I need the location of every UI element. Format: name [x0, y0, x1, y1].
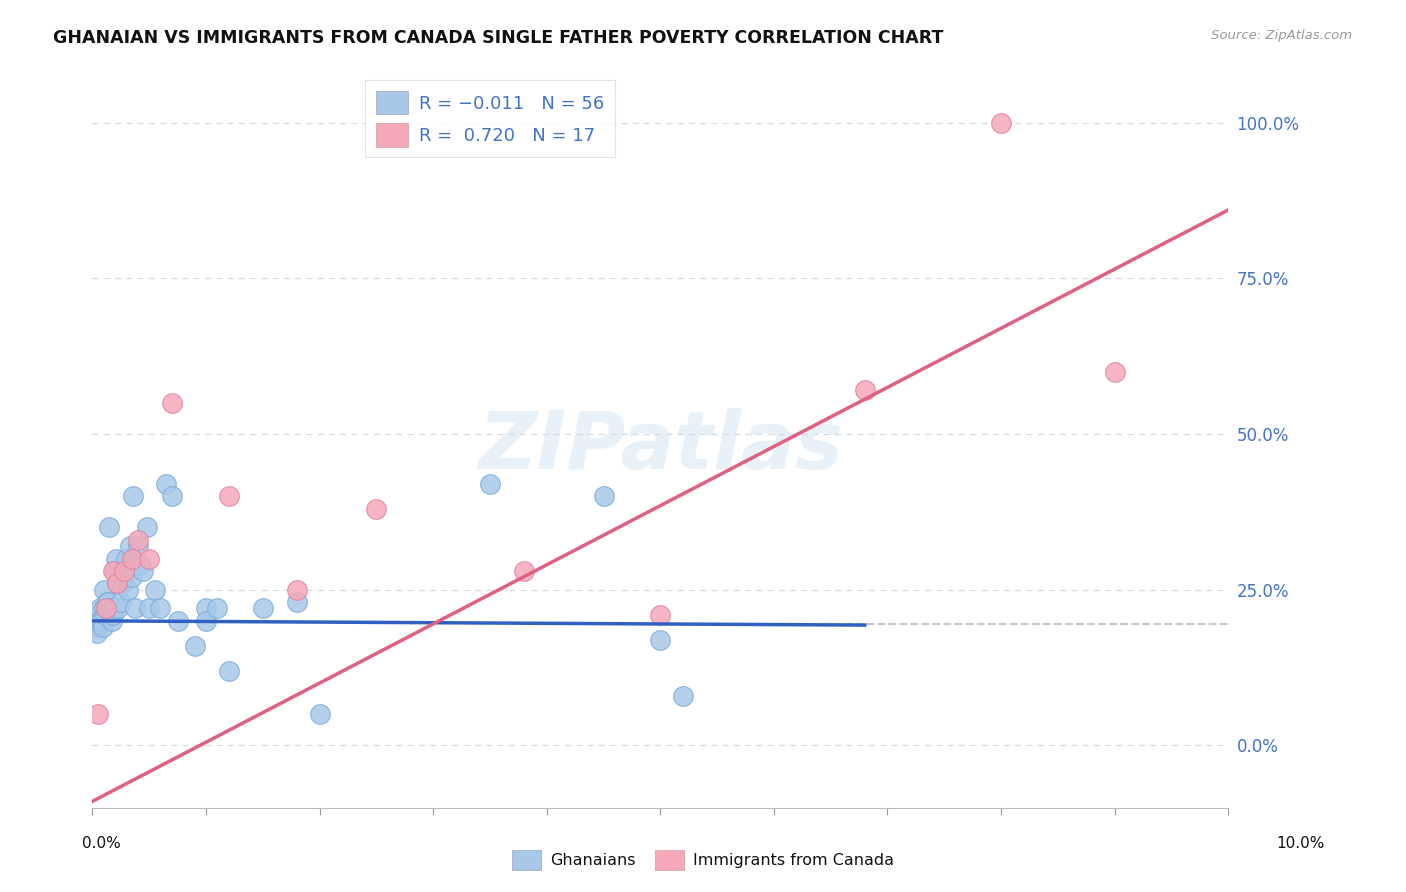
Point: [592, 489, 614, 503]
Point: [252, 601, 274, 615]
Point: [104, 564, 127, 578]
Point: [86, 626, 108, 640]
Point: [101, 564, 124, 578]
Point: [155, 476, 177, 491]
Point: [160, 396, 183, 410]
Point: [122, 489, 145, 503]
Point: [138, 551, 160, 566]
Point: [101, 607, 124, 622]
Point: [115, 551, 138, 566]
Text: GHANAIAN VS IMMIGRANTS FROM CANADA SINGLE FATHER POVERTY CORRELATION CHART: GHANAIAN VS IMMIGRANTS FROM CANADA SINGL…: [53, 29, 943, 46]
Point: [143, 582, 166, 597]
Legend: Ghanaians, Immigrants from Canada: Ghanaians, Immigrants from Canada: [505, 844, 901, 877]
Point: [98, 520, 121, 534]
Text: 0.0%: 0.0%: [82, 836, 121, 851]
Point: [513, 564, 536, 578]
Point: [105, 576, 128, 591]
Point: [1104, 365, 1126, 379]
Point: [111, 570, 134, 584]
Point: [121, 570, 143, 584]
Point: [100, 614, 122, 628]
Point: [90, 614, 112, 628]
Point: [89, 614, 111, 628]
Point: [129, 558, 152, 572]
Legend: R = −0.011   N = 56, R =  0.720   N = 17: R = −0.011 N = 56, R = 0.720 N = 17: [364, 80, 614, 157]
Point: [135, 520, 157, 534]
Point: [87, 607, 110, 622]
Point: [105, 551, 128, 566]
Point: [112, 564, 135, 578]
Point: [118, 564, 141, 578]
Point: [366, 501, 388, 516]
Point: [96, 595, 118, 609]
Point: [285, 582, 308, 597]
Point: [94, 607, 117, 622]
Point: [650, 632, 672, 647]
Point: [132, 564, 155, 578]
Point: [89, 601, 111, 615]
Point: [672, 689, 695, 703]
Point: [149, 601, 172, 615]
Point: [127, 533, 149, 547]
Point: [166, 614, 188, 628]
Point: [117, 582, 139, 597]
Point: [100, 601, 122, 615]
Point: [478, 476, 501, 491]
Point: [308, 707, 330, 722]
Text: ZIPatlas: ZIPatlas: [478, 408, 842, 485]
Point: [207, 601, 229, 615]
Point: [94, 601, 117, 615]
Point: [285, 595, 308, 609]
Point: [218, 664, 240, 678]
Point: [112, 564, 135, 578]
Point: [91, 620, 114, 634]
Point: [94, 601, 117, 615]
Point: [103, 601, 125, 615]
Point: [121, 551, 143, 566]
Point: [183, 639, 205, 653]
Point: [83, 614, 105, 628]
Text: Source: ZipAtlas.com: Source: ZipAtlas.com: [1212, 29, 1353, 42]
Y-axis label: Single Father Poverty: Single Father Poverty: [0, 359, 7, 522]
Point: [93, 601, 115, 615]
Point: [138, 601, 160, 615]
Point: [110, 595, 132, 609]
Point: [84, 620, 107, 634]
Point: [160, 489, 183, 503]
Point: [127, 539, 149, 553]
Point: [194, 614, 217, 628]
Point: [124, 601, 146, 615]
Point: [990, 116, 1012, 130]
Point: [97, 595, 120, 609]
Point: [105, 576, 128, 591]
Point: [853, 384, 876, 398]
Text: 10.0%: 10.0%: [1277, 836, 1324, 851]
Point: [111, 576, 134, 591]
Point: [87, 707, 110, 722]
Point: [93, 582, 115, 597]
Point: [218, 489, 240, 503]
Point: [118, 539, 141, 553]
Point: [194, 601, 217, 615]
Point: [650, 607, 672, 622]
Point: [107, 601, 129, 615]
